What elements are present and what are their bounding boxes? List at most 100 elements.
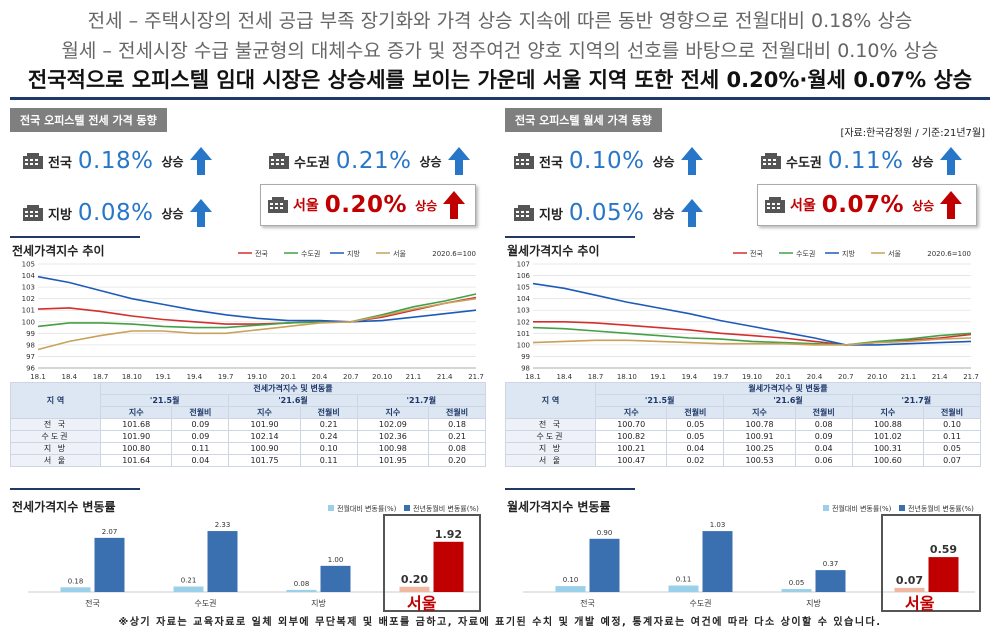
stat-local: 지방 0.05% 상승 <box>513 196 703 230</box>
panel-title: 전국 오피스텔 월세 가격 동향 <box>505 108 662 132</box>
data-label: 0.08 <box>294 580 310 588</box>
bar-mom-전국 <box>60 587 91 592</box>
table-cell: 102.09 <box>356 418 430 431</box>
stat-label: 수도권 <box>294 155 330 171</box>
y-tick-label: 100 <box>517 341 530 349</box>
series-line-서울 <box>37 297 477 351</box>
stat-direction: 상승 <box>911 154 934 169</box>
table-row-label: 전 국 <box>10 418 101 431</box>
table-subheader: 전월비 <box>794 406 853 419</box>
stat-nation: 전국 0.18% 상승 <box>22 144 212 178</box>
series-line-서울 <box>532 337 972 346</box>
table-cell: 0.09 <box>171 418 230 431</box>
x-tick-label: 18.7 <box>588 373 604 380</box>
table-region-header: 지 역 <box>10 382 101 419</box>
table-row-label: 지 방 <box>10 442 101 455</box>
stat-direction: 상승 <box>419 154 442 169</box>
x-tick-label: 19.1 <box>650 373 666 380</box>
x-tick-label: 19.1 <box>155 373 171 380</box>
table-subheader: 전월비 <box>923 406 981 419</box>
table-row: 지 방 100.21 0.04 100.25 0.04 100.31 0.05 <box>505 442 981 455</box>
x-tick-label: 20.4 <box>312 373 328 380</box>
panel-title: 전국 오피스텔 전세 가격 동향 <box>10 108 167 132</box>
jeonse-index-table: 지 역 전세가격지수 및 변동률 '21.5월 '21.6월 '21.7월 지수… <box>10 382 487 467</box>
category-label: 전국 <box>580 598 595 608</box>
building-icon <box>269 153 289 169</box>
up-arrow-icon <box>680 147 703 175</box>
legend-label: 전국 <box>255 249 268 258</box>
table-cell: 100.82 <box>594 430 668 443</box>
stat-seoul: 서울 0.07% 상승 <box>757 184 977 226</box>
table-cell: 102.36 <box>356 430 430 443</box>
x-tick-label: 18.4 <box>61 373 77 380</box>
table-cell: 100.60 <box>851 454 925 467</box>
table-subheader: 지수 <box>356 406 430 419</box>
table-cell: 0.18 <box>428 418 486 431</box>
stat-direction: 상승 <box>652 206 675 221</box>
x-tick-label: 20.7 <box>343 373 359 380</box>
x-tick-label: 21.4 <box>437 373 453 380</box>
table-cell: 0.08 <box>794 418 853 431</box>
data-label: 1.03 <box>710 521 726 529</box>
table-month: '21.7월 <box>356 394 487 407</box>
category-label: 수도권 <box>194 598 216 608</box>
table-cell: 0.09 <box>171 430 230 443</box>
y-tick-label: 101 <box>517 330 530 338</box>
wolse-index-table: 지 역 월세가격지수 및 변동률 '21.5월 '21.6월 '21.7월 지수… <box>505 382 982 467</box>
table-cell: 0.05 <box>666 430 725 443</box>
y-tick-label: 98 <box>521 365 530 373</box>
x-tick-label: 19.7 <box>713 373 729 380</box>
chart-note: 2020.6=100 <box>927 250 971 258</box>
bar-mom-서울 <box>894 587 925 592</box>
stat-label: 서울 <box>790 198 816 214</box>
seoul-highlight-box <box>881 514 981 612</box>
series-line-전국 <box>37 296 477 325</box>
x-tick-label: 19.10 <box>247 373 267 380</box>
table-cell: 101.90 <box>99 430 173 443</box>
x-tick-label: 19.10 <box>742 373 762 380</box>
x-tick-label: 20.4 <box>807 373 823 380</box>
table-row: 전 국 100.70 0.05 100.78 0.08 100.88 0.10 <box>505 418 981 431</box>
table-cell: 0.04 <box>171 454 230 467</box>
legend-swatch <box>823 505 829 511</box>
table-subheader: 전월비 <box>428 406 486 419</box>
x-tick-label: 20.7 <box>838 373 854 380</box>
x-tick-label: 20.10 <box>867 373 887 380</box>
building-icon <box>761 153 781 169</box>
wolse-bar-chart: 전월대비 변동률(%) 전년동월비 변동률(%) 0.10 0.90 전국 0.11 1.0… <box>523 504 975 608</box>
table-cell: 101.90 <box>228 418 301 431</box>
x-tick-label: 18.4 <box>556 373 572 380</box>
up-arrow-icon <box>680 199 703 227</box>
building-icon <box>268 197 288 213</box>
stat-value: 0.10% <box>568 148 645 174</box>
table-row: 수도권 101.90 0.09 102.14 0.24 102.36 0.21 <box>10 430 486 443</box>
line-chart-title: 월세가격지수 추이 <box>507 244 600 258</box>
headline-wolse: 월세 – 전세시장 수급 불균형의 대체수요 증가 및 정주여건 양호 지역의 … <box>61 40 939 62</box>
chart-title-rule <box>10 488 140 490</box>
series-line-지방 <box>532 282 972 346</box>
table-subheader: 지수 <box>851 406 925 419</box>
bar-yoy-수도권 <box>702 531 733 592</box>
table-cell: 0.04 <box>794 442 853 455</box>
bar-yoy-지방 <box>815 570 846 592</box>
x-tick-label: 20.10 <box>372 373 392 380</box>
data-label: 0.20 <box>401 573 428 586</box>
x-tick-label: 19.4 <box>682 373 698 380</box>
table-month: '21.6월 <box>723 394 853 407</box>
data-label: 2.33 <box>215 521 231 529</box>
table-subheader: 전월비 <box>171 406 230 419</box>
up-arrow-icon <box>189 147 212 175</box>
table-month: '21.5월 <box>594 394 725 407</box>
chart-title-rule <box>505 488 635 490</box>
table-row: 서 울 101.64 0.04 101.75 0.11 101.95 0.20 <box>10 454 486 467</box>
table-row-label: 수도권 <box>10 430 101 443</box>
table-cell: 0.05 <box>666 418 725 431</box>
table-cell: 0.10 <box>923 418 981 431</box>
table-subheader: 지수 <box>99 406 173 419</box>
table-region-header: 지 역 <box>505 382 596 419</box>
x-tick-label: 21.4 <box>932 373 948 380</box>
legend-swatch <box>404 505 410 511</box>
table-cell: 0.11 <box>299 454 358 467</box>
seoul-highlight-box <box>383 514 481 612</box>
table-cell: 0.06 <box>794 454 853 467</box>
